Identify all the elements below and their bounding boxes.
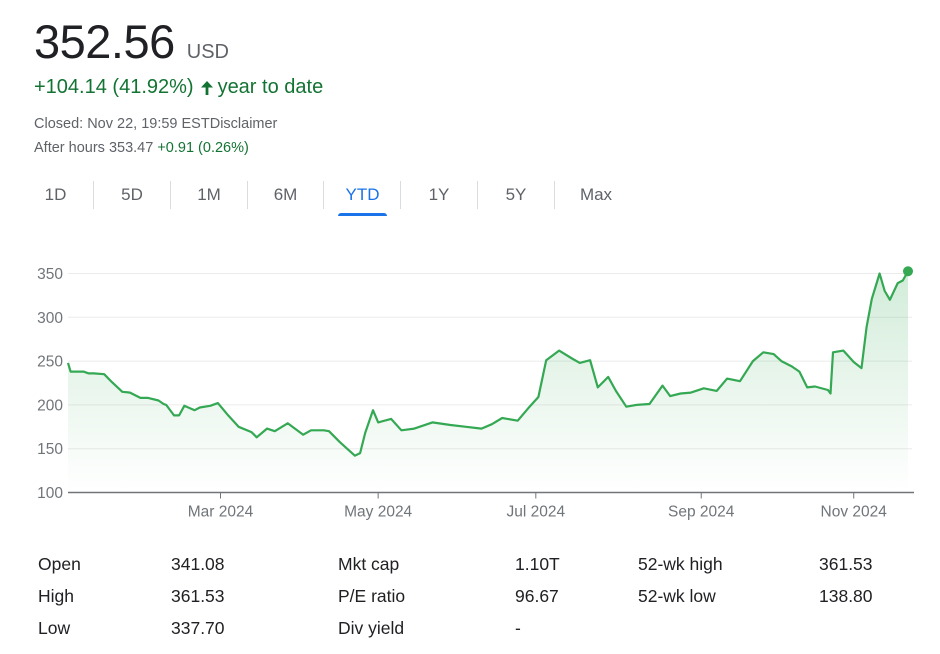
price-change: +104.14 (41.92%) — [34, 76, 194, 98]
x-tick-label: Nov 2024 — [821, 504, 888, 521]
closed-text: Closed: Nov 22, 19:59 EST — [34, 116, 210, 132]
stat-value-pe-ratio: 96.67 — [515, 586, 559, 606]
tab-6m[interactable]: 6M — [273, 185, 298, 204]
currency-code: USD — [186, 41, 229, 63]
after-hours-price: After hours 353.47 — [34, 140, 154, 156]
price-row: 352.56 USD — [34, 14, 229, 69]
stat-value-low: 337.70 — [171, 618, 225, 638]
after-hours-info: After hours 353.47 +0.91 (0.26%) — [34, 140, 249, 156]
range-tabs: 1D 5D 1M 6M YTD 1Y 5Y Max — [18, 178, 637, 216]
tab-divider — [323, 181, 324, 209]
last-price-dot — [903, 266, 913, 277]
tab-1d[interactable]: 1D — [44, 185, 67, 204]
y-tick-label: 100 — [37, 485, 63, 502]
tab-divider — [170, 181, 171, 209]
price-area-fill — [68, 271, 908, 493]
tab-5d[interactable]: 5D — [121, 185, 143, 204]
stat-value-open: 341.08 — [171, 554, 225, 574]
stat-label-open: Open — [38, 554, 81, 574]
price-line — [66, 270, 909, 457]
tab-5y[interactable]: 5Y — [505, 185, 527, 204]
tab-divider — [554, 181, 555, 209]
stat-label-high: High — [38, 586, 74, 606]
price-chart[interactable]: 100 150 200 250 300 350 Mar 2024 May 2024 Jul 20… — [0, 250, 940, 530]
arrow-up-icon — [200, 80, 214, 96]
tab-divider — [247, 181, 248, 209]
disclaimer-link[interactable]: Disclaimer — [209, 116, 278, 132]
y-tick-label: 250 — [37, 354, 63, 371]
stat-value-mkt-cap: 1.10T — [515, 554, 560, 574]
y-tick-label: 300 — [37, 310, 63, 327]
stat-label-mkt-cap: Mkt cap — [338, 554, 400, 574]
current-price: 352.56 — [34, 15, 175, 68]
tab-1y[interactable]: 1Y — [428, 185, 450, 204]
x-tick-label: May 2024 — [344, 504, 412, 521]
stat-label-low: Low — [38, 618, 71, 638]
y-tick-label: 350 — [37, 266, 63, 283]
tab-1m[interactable]: 1M — [197, 185, 221, 204]
tab-divider — [477, 181, 478, 209]
stat-value-div-yield: - — [515, 618, 521, 638]
stat-label-pe-ratio: P/E ratio — [338, 586, 406, 606]
stat-value-52wk-low: 138.80 — [819, 586, 873, 606]
y-tick-label: 200 — [37, 397, 63, 414]
tab-ytd[interactable]: YTD — [338, 178, 387, 216]
tab-divider — [93, 181, 94, 209]
tab-divider — [400, 181, 401, 209]
tab-max[interactable]: Max — [579, 185, 613, 204]
x-tick-label: Mar 2024 — [188, 504, 254, 521]
stat-label-div-yield: Div yield — [338, 618, 405, 638]
stat-label-52wk-high: 52-wk high — [638, 554, 723, 574]
change-period: year to date — [217, 76, 324, 98]
x-tick-label: Jul 2024 — [507, 504, 566, 521]
closed-info: Closed: Nov 22, 19:59 ESTDisclaimer — [34, 116, 277, 132]
price-change-row: +104.14 (41.92%) year to date — [34, 76, 323, 99]
stat-value-high: 361.53 — [171, 586, 225, 606]
after-hours-change: +0.91 (0.26%) — [157, 140, 249, 156]
stat-label-52wk-low: 52-wk low — [638, 586, 716, 606]
y-tick-label: 150 — [37, 441, 63, 458]
x-tick-label: Sep 2024 — [668, 504, 735, 521]
stat-value-52wk-high: 361.53 — [819, 554, 873, 574]
